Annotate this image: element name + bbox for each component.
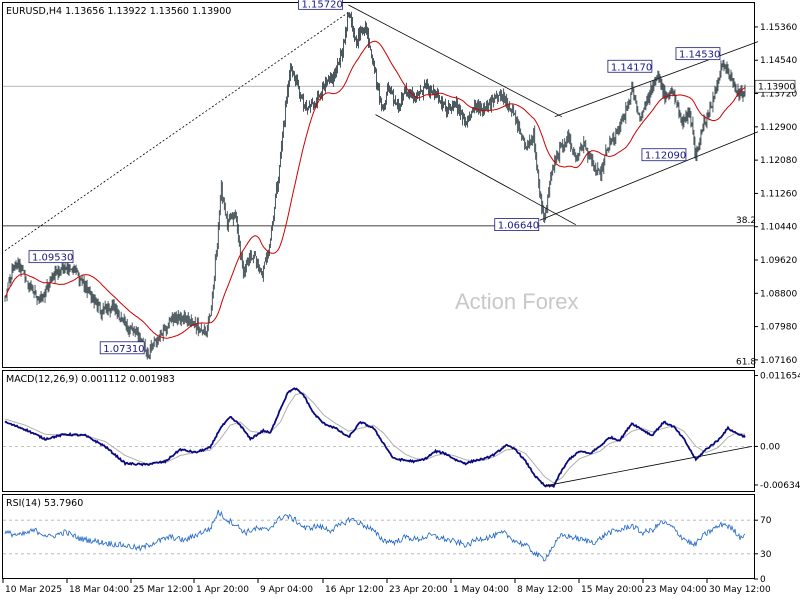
swing-label: 1.07310	[103, 344, 144, 355]
trendlines	[4, 4, 759, 251]
time-tick-label: 8 May 12:00	[517, 585, 573, 595]
price-tick-label: 1.07980	[760, 323, 797, 333]
rsi-tick-label: 70	[760, 516, 772, 526]
rsi-line	[4, 509, 746, 562]
price-tick-label: 1.14540	[760, 56, 797, 66]
time-tick-label: 18 Mar 04:00	[69, 585, 129, 595]
swing-labels: 1.15720 1.09530 1.07310 1.06640 1.14170 1.145…	[28, 0, 721, 355]
time-tick-label: 1 Apr 20:00	[196, 585, 249, 595]
rsi-tick-label: 0	[760, 575, 766, 585]
macd-signal-line	[4, 392, 746, 484]
time-tick-label: 23 Apr 20:00	[389, 585, 448, 595]
current-price-label: 1.13900	[758, 83, 795, 93]
macd-title: MACD(12,26,9) 0.001112 0.001983	[6, 374, 175, 385]
swing-label-box	[99, 341, 145, 355]
current-price-box	[754, 79, 796, 93]
macd-lines	[4, 387, 746, 489]
ascending-channel-bottom	[539, 131, 759, 221]
time-tick-label: 15 May 20:00	[581, 585, 643, 595]
fib-level-label: 38.2	[736, 216, 756, 226]
price-tick-label: 1.13720	[760, 90, 797, 100]
time-tick-label: 16 Apr 12:00	[325, 585, 384, 595]
rsi-title: RSI(14) 53.7960	[6, 498, 83, 509]
main-chart-title: EURUSD,H4 1.13656 1.13922 1.13560 1.1390…	[6, 6, 231, 17]
swing-label-box	[494, 218, 540, 231]
swing-label-box	[28, 250, 74, 264]
descending-channel-top	[348, 4, 562, 118]
main-reference-lines: 38.2 61.8	[3, 85, 756, 368]
macd-axis: 0.011654 0.00 -0.006345	[754, 372, 800, 491]
rsi-panel-frame	[2, 494, 755, 579]
rsi-axis: 70 30 0	[754, 516, 772, 585]
macd-panel-frame	[2, 370, 755, 492]
dashed-trendline	[4, 12, 349, 251]
price-tick-label: 1.10440	[760, 223, 797, 233]
rsi-levels	[3, 519, 754, 555]
swing-label-box	[298, 0, 343, 10]
price-tick-label: 1.08800	[760, 289, 797, 299]
price-tick-label: 1.07160	[760, 356, 797, 366]
swing-label: 1.14530	[679, 50, 720, 61]
fib-level-label: 61.8	[736, 358, 756, 368]
time-tick-label: 23 May 04:00	[645, 585, 707, 595]
time-tick-label: 30 May 12:00	[709, 585, 771, 595]
swing-label-box	[607, 59, 653, 73]
swing-label: 1.14170	[611, 62, 652, 73]
macd-trendline	[544, 446, 753, 487]
macd-tick-label: 0.00	[760, 442, 780, 452]
ascending-channel-top	[554, 41, 759, 118]
price-axis: 1.15360 1.14540 1.13720 1.12900 1.12080 1.112…	[754, 23, 797, 366]
price-tick-label: 1.15360	[760, 23, 797, 33]
rsi-line	[4, 509, 746, 562]
price-tick-label: 1.11260	[760, 189, 797, 199]
time-tick-label: 10 Mar 2025	[5, 585, 62, 595]
macd-tick-label: 0.011654	[760, 372, 800, 382]
macd-line	[4, 387, 746, 489]
time-tick-label: 9 Apr 04:00	[260, 585, 313, 595]
macd-trendline	[544, 446, 753, 487]
swing-label-box	[675, 47, 721, 61]
macd-tick-label: -0.006345	[760, 481, 800, 491]
swing-label: 1.12090	[645, 151, 686, 162]
price-tick-label: 1.12900	[760, 123, 797, 133]
swing-label-box	[641, 148, 687, 162]
time-tick-label: 25 Mar 12:00	[133, 585, 193, 595]
swing-label: 1.09530	[32, 253, 73, 264]
swing-label: 1.06640	[498, 221, 539, 232]
price-tick-label: 1.12080	[760, 156, 797, 166]
time-axis: 10 Mar 2025 18 Mar 04:00 25 Mar 12:00 1 Apr…	[2, 579, 771, 595]
price-tick-label: 1.09620	[760, 256, 797, 266]
moving-average-line	[4, 40, 746, 339]
rsi-tick-label: 30	[760, 550, 772, 560]
swing-label: 1.15720	[301, 0, 342, 10]
current-price-tag: 1.13900	[754, 79, 796, 93]
time-tick-label: 1 May 04:00	[453, 585, 509, 595]
watermark: Action Forex	[455, 289, 579, 314]
